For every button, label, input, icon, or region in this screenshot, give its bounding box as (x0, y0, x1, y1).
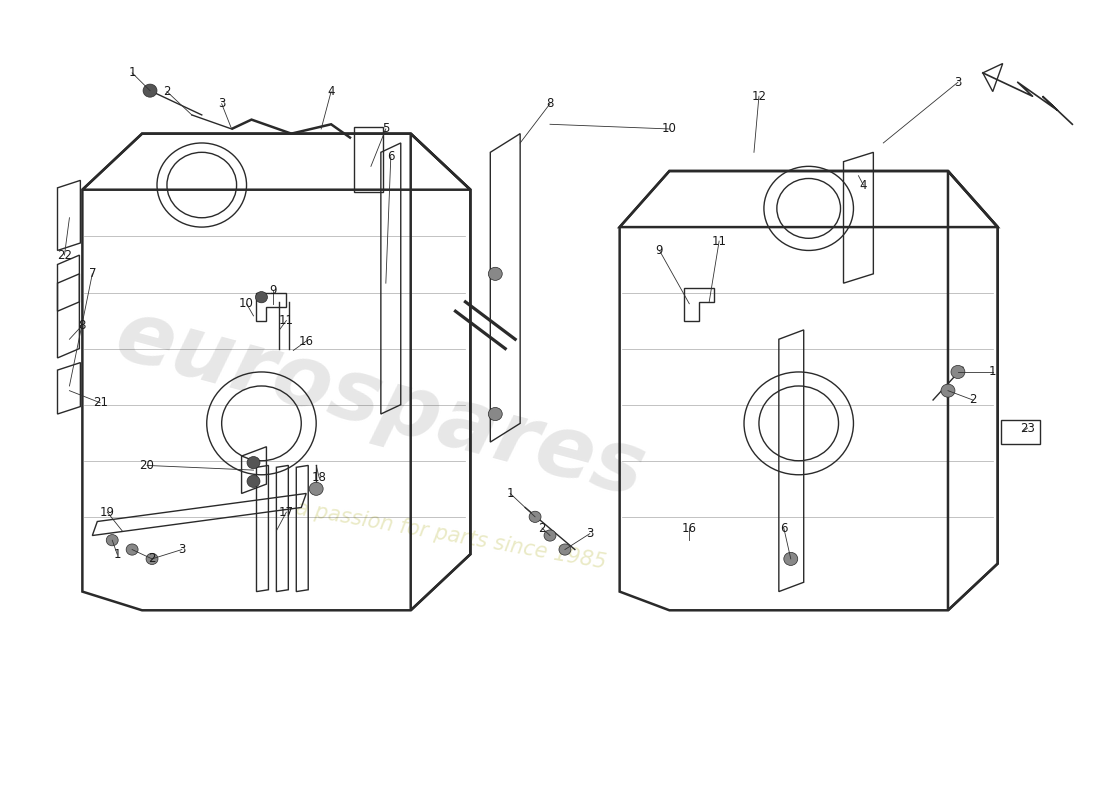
Circle shape (488, 407, 503, 421)
Text: 5: 5 (382, 122, 389, 135)
Circle shape (107, 534, 118, 546)
Text: eurospares: eurospares (107, 294, 654, 515)
Circle shape (952, 366, 965, 378)
Text: 23: 23 (1020, 422, 1035, 434)
Text: 10: 10 (662, 122, 676, 135)
Circle shape (126, 544, 139, 555)
Circle shape (544, 530, 556, 541)
Text: 3: 3 (586, 527, 594, 540)
Text: 16: 16 (299, 334, 314, 348)
Text: 3: 3 (218, 98, 226, 110)
Circle shape (940, 384, 955, 397)
Circle shape (248, 457, 260, 469)
Circle shape (248, 475, 260, 487)
Circle shape (488, 267, 503, 280)
Text: 2: 2 (148, 552, 156, 566)
Text: 20: 20 (140, 459, 154, 472)
Circle shape (255, 291, 267, 302)
Circle shape (309, 482, 323, 495)
Circle shape (559, 544, 571, 555)
Text: 7: 7 (89, 267, 96, 280)
Text: 21: 21 (92, 396, 108, 410)
Text: 6: 6 (387, 150, 395, 163)
Text: 1: 1 (113, 548, 121, 561)
Text: 2: 2 (163, 85, 170, 98)
Circle shape (529, 511, 541, 522)
Text: 4: 4 (860, 178, 867, 191)
Circle shape (146, 554, 158, 565)
Text: 3: 3 (178, 543, 186, 556)
Text: 11: 11 (278, 314, 294, 327)
Text: 11: 11 (712, 234, 727, 248)
Text: 22: 22 (57, 249, 72, 262)
Text: 2: 2 (538, 522, 546, 534)
Text: 6: 6 (780, 522, 788, 534)
Text: 19: 19 (100, 506, 114, 518)
Circle shape (784, 552, 798, 566)
Text: 8: 8 (547, 98, 553, 110)
Circle shape (143, 84, 157, 97)
Text: 18: 18 (311, 471, 327, 484)
Text: 1: 1 (989, 366, 997, 378)
Text: 10: 10 (239, 298, 254, 310)
Text: 1: 1 (129, 66, 136, 79)
Text: 9: 9 (270, 284, 277, 297)
Text: 9: 9 (656, 244, 663, 257)
Text: 12: 12 (751, 90, 767, 102)
Text: 2: 2 (969, 394, 977, 406)
Text: 4: 4 (328, 85, 334, 98)
Text: 3: 3 (954, 76, 961, 89)
Text: 8: 8 (79, 318, 86, 332)
Text: a passion for parts since 1985: a passion for parts since 1985 (294, 498, 607, 573)
Text: 16: 16 (682, 522, 696, 534)
Text: 1: 1 (506, 487, 514, 500)
Text: 17: 17 (278, 506, 294, 518)
